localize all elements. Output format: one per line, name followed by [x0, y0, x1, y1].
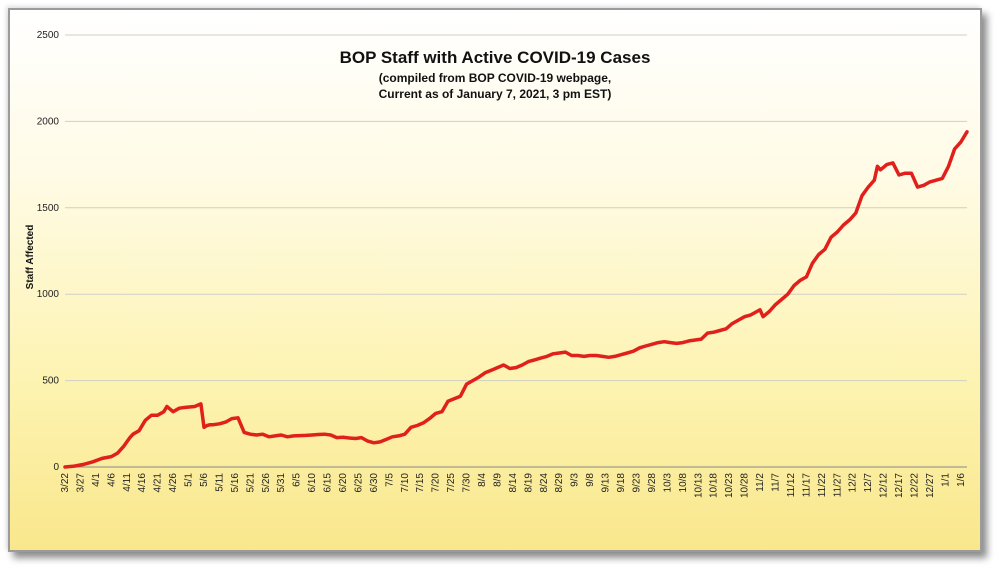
x-tick-label: 7/20 [431, 473, 442, 493]
x-tick-label: 8/4 [477, 473, 488, 487]
x-tick-label: 9/23 [631, 473, 642, 493]
x-tick-label: 6/30 [369, 473, 380, 493]
x-tick-label: 5/6 [199, 473, 210, 487]
chart-subtitle-line-1: (compiled from BOP COVID-19 webpage, [379, 71, 612, 85]
x-tick-label: 12/7 [863, 473, 874, 493]
x-tick-label: 4/21 [153, 473, 164, 493]
x-tick-label: 5/26 [261, 473, 272, 493]
x-tick-label: 5/21 [245, 473, 256, 493]
x-tick-label: 11/22 [817, 473, 828, 498]
x-tick-label: 4/11 [122, 473, 133, 492]
chart-frame: BOP Staff with Active COVID-19 Cases (co… [8, 8, 982, 552]
y-tick-label: 2000 [37, 116, 60, 127]
x-tick-label: 12/22 [909, 473, 920, 498]
x-tick-label: 1/6 [956, 473, 967, 487]
x-tick-label: 12/2 [848, 473, 859, 493]
x-tick-labels: 3/22 3/27 4/1 4/6 4/11 4/16 4/21 4/26 5/1 5/6 5/11… [60, 473, 967, 498]
chart-title: BOP Staff with Active COVID-19 Cases [340, 48, 651, 67]
x-tick-label: 9/13 [601, 473, 612, 493]
x-tick-label: 8/29 [554, 473, 565, 493]
x-tick-label: 11/2 [755, 473, 766, 492]
series-layer [63, 130, 969, 469]
x-tick-label: 3/22 [60, 473, 71, 493]
x-tick-label: 7/5 [384, 473, 395, 487]
y-tick-label: 1000 [37, 289, 60, 300]
y-tick-labels: 0 500 1000 1500 2000 2500 [37, 30, 60, 473]
x-tick-label: 6/25 [353, 473, 364, 493]
x-tick-label: 4/16 [137, 473, 148, 493]
x-tick-label: 8/24 [539, 473, 550, 493]
x-tick-label: 12/12 [879, 473, 890, 498]
x-tick-label: 6/15 [323, 473, 334, 493]
x-tick-label: 5/1 [184, 473, 195, 487]
x-tick-label: 7/30 [462, 473, 473, 493]
x-tick-label: 8/19 [523, 473, 534, 493]
x-tick-label: 4/6 [106, 473, 117, 487]
x-tick-label: 6/20 [338, 473, 349, 493]
x-tick-label: 6/10 [307, 473, 318, 493]
y-tick-label: 0 [53, 462, 59, 473]
x-tick-label: 7/25 [446, 473, 457, 493]
x-tick-label: 9/8 [585, 473, 596, 487]
x-tick-label: 10/3 [662, 473, 673, 493]
x-tick-label: 4/1 [91, 473, 102, 487]
x-tick-label: 11/27 [832, 473, 843, 498]
x-tick-label: 12/27 [925, 473, 936, 498]
x-tick-label: 9/18 [616, 473, 627, 493]
x-tick-label: 11/7 [770, 473, 781, 492]
y-axis-label: Staff Affected [25, 225, 36, 290]
x-tick-label: 12/17 [894, 473, 905, 498]
x-tick-label: 10/18 [709, 473, 720, 498]
series-line [63, 130, 969, 469]
x-tick-label: 3/27 [75, 473, 86, 493]
y-tick-label: 2500 [37, 30, 60, 41]
x-tick-label: 4/26 [168, 473, 179, 493]
x-tick-label: 5/16 [230, 473, 241, 493]
x-tick-label: 9/28 [647, 473, 658, 493]
chart-subtitle-line-2: Current as of January 7, 2021, 3 pm EST) [379, 87, 612, 101]
y-tick-label: 500 [42, 376, 59, 387]
x-tick-label: 10/23 [724, 473, 735, 498]
x-tick-label: 11/12 [786, 473, 797, 498]
x-tick-label: 9/3 [570, 473, 581, 487]
x-tick-label: 5/31 [276, 473, 287, 493]
chart-svg: BOP Staff with Active COVID-19 Cases (co… [25, 30, 969, 498]
x-tick-label: 10/28 [740, 473, 751, 498]
x-tick-label: 8/9 [492, 473, 503, 487]
x-tick-label: 5/11 [214, 473, 225, 492]
x-tick-label: 6/5 [292, 473, 303, 487]
x-tick-label: 7/15 [415, 473, 426, 493]
x-tick-label: 10/13 [693, 473, 704, 498]
y-tick-label: 1500 [37, 203, 60, 214]
x-tick-label: 8/14 [508, 473, 519, 493]
gridlines [65, 34, 967, 382]
x-tick-label: 11/17 [801, 473, 812, 498]
x-tick-label: 1/1 [940, 473, 951, 487]
x-tick-label: 10/8 [678, 473, 689, 493]
x-tick-label: 7/10 [400, 473, 411, 493]
